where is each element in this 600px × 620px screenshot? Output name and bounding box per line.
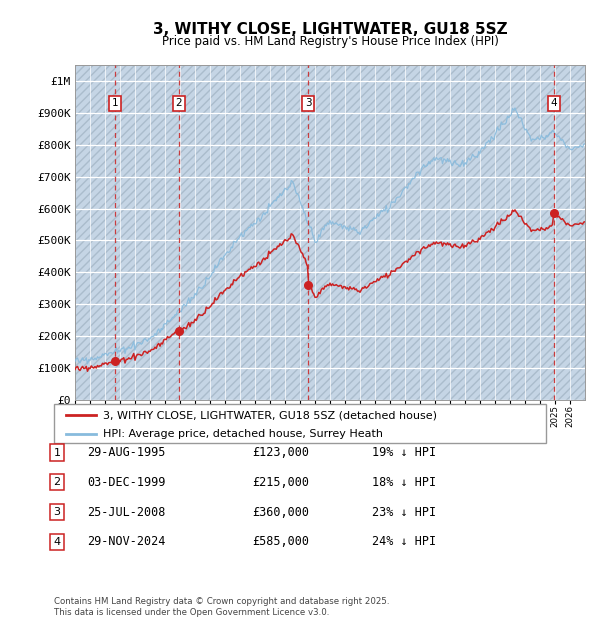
Text: 03-DEC-1999: 03-DEC-1999 <box>87 476 166 489</box>
Text: 18% ↓ HPI: 18% ↓ HPI <box>372 476 436 489</box>
Text: 29-NOV-2024: 29-NOV-2024 <box>87 536 166 548</box>
Text: Price paid vs. HM Land Registry's House Price Index (HPI): Price paid vs. HM Land Registry's House … <box>161 35 499 48</box>
Text: 24% ↓ HPI: 24% ↓ HPI <box>372 536 436 548</box>
Text: Contains HM Land Registry data © Crown copyright and database right 2025.
This d: Contains HM Land Registry data © Crown c… <box>54 598 389 617</box>
FancyBboxPatch shape <box>54 404 546 443</box>
Text: 1: 1 <box>112 99 118 108</box>
Text: 2: 2 <box>53 477 61 487</box>
Text: 4: 4 <box>550 99 557 108</box>
Text: 25-JUL-2008: 25-JUL-2008 <box>87 506 166 518</box>
Text: 3: 3 <box>53 507 61 517</box>
Text: 3, WITHY CLOSE, LIGHTWATER, GU18 5SZ (detached house): 3, WITHY CLOSE, LIGHTWATER, GU18 5SZ (de… <box>103 410 437 420</box>
Text: 23% ↓ HPI: 23% ↓ HPI <box>372 506 436 518</box>
Text: 29-AUG-1995: 29-AUG-1995 <box>87 446 166 459</box>
Text: 2: 2 <box>175 99 182 108</box>
Text: 3: 3 <box>305 99 312 108</box>
Text: 4: 4 <box>53 537 61 547</box>
Bar <box>75 65 585 400</box>
Text: £215,000: £215,000 <box>252 476 309 489</box>
Text: 3, WITHY CLOSE, LIGHTWATER, GU18 5SZ: 3, WITHY CLOSE, LIGHTWATER, GU18 5SZ <box>152 22 508 37</box>
Text: 1: 1 <box>53 448 61 458</box>
Text: 19% ↓ HPI: 19% ↓ HPI <box>372 446 436 459</box>
Text: HPI: Average price, detached house, Surrey Heath: HPI: Average price, detached house, Surr… <box>103 428 383 438</box>
Text: £123,000: £123,000 <box>252 446 309 459</box>
Text: £585,000: £585,000 <box>252 536 309 548</box>
Text: £360,000: £360,000 <box>252 506 309 518</box>
